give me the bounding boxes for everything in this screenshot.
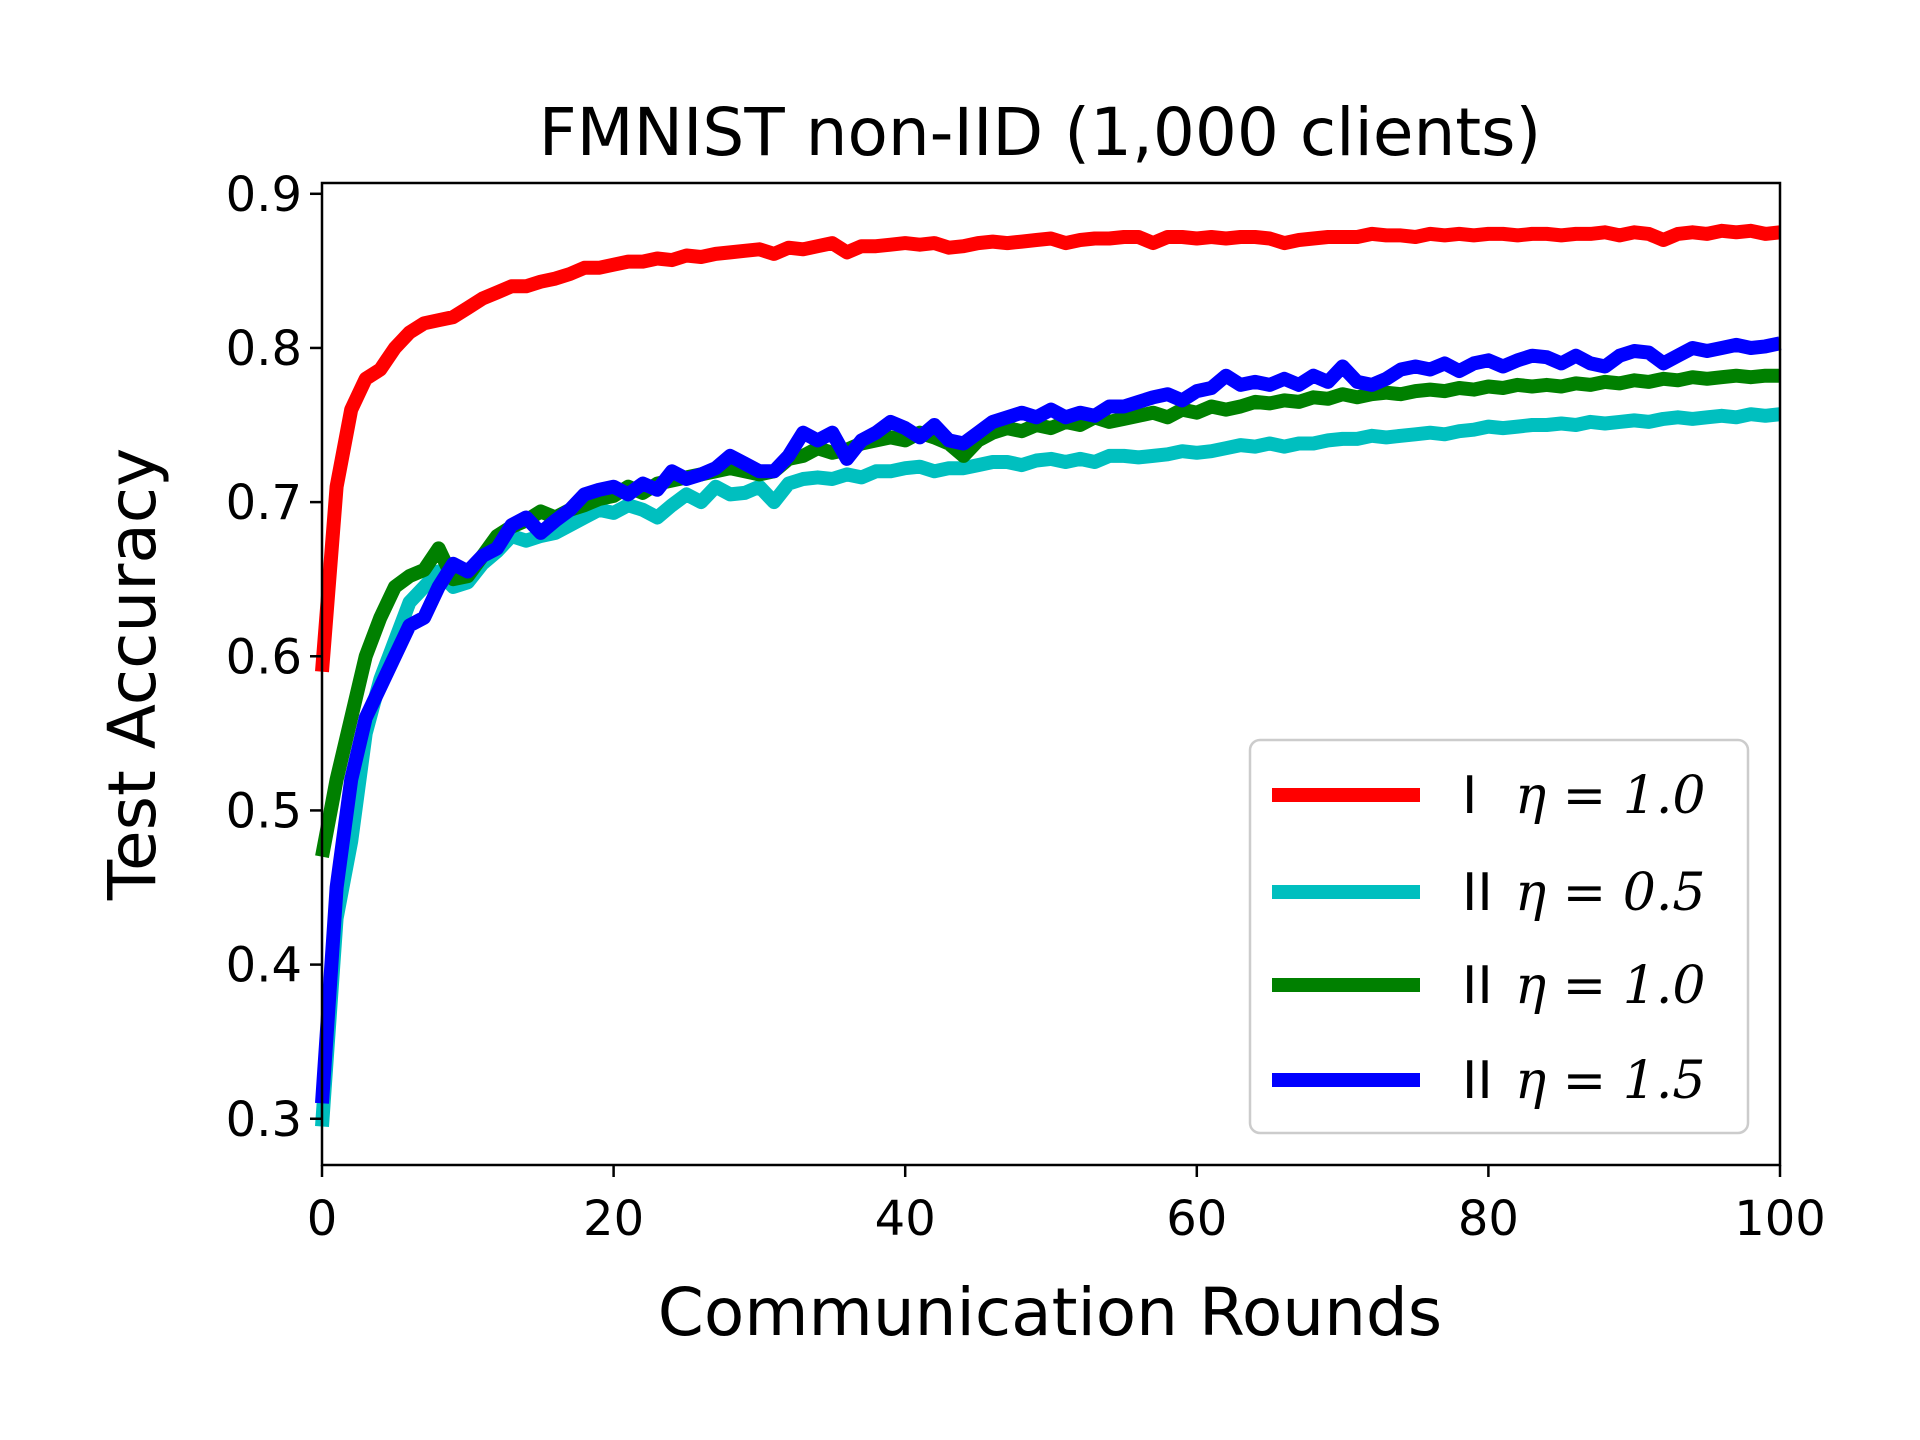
legend-label-prefix: II: [1462, 956, 1493, 1016]
x-tick-label: 0: [307, 1191, 338, 1247]
legend-label-prefix: II: [1462, 863, 1493, 923]
x-tick-label: 20: [583, 1191, 644, 1247]
x-axis-ticks: 0 20 40 60 80 100: [307, 1165, 1826, 1247]
x-axis-label: Communication Rounds: [658, 1274, 1442, 1351]
series-layer: [315, 223, 1782, 1127]
x-tick-label: 60: [1166, 1191, 1227, 1247]
legend-label-prefix: II: [1462, 1051, 1493, 1111]
plot-frame: [320, 181, 1782, 1167]
chart-title: FMNIST non-IID (1,000 clients): [539, 94, 1542, 171]
y-axis-label: Test Accuracy: [94, 448, 171, 901]
y-tick-label: 0.6: [226, 629, 302, 685]
series-line-0: [315, 223, 1781, 673]
y-tick-label: 0.9: [226, 167, 302, 223]
legend-box: [1248, 738, 1750, 1135]
series-line-1: [315, 407, 1781, 1127]
x-tick-label: 80: [1458, 1191, 1519, 1247]
legend-label-eta: η = 1.0: [1515, 956, 1705, 1016]
series-line-3: [315, 336, 1782, 1104]
y-tick-label: 0.8: [226, 321, 302, 377]
legend-label-eta: η = 1.0: [1515, 766, 1705, 826]
legend-label-prefix: I: [1462, 766, 1477, 826]
x-tick-label: 100: [1734, 1191, 1826, 1247]
legend-label-eta: η = 0.5: [1515, 863, 1705, 923]
y-tick-label: 0.3: [226, 1092, 302, 1148]
legend-label-eta: η = 1.5: [1515, 1051, 1705, 1111]
x-tick-label: 40: [875, 1191, 936, 1247]
y-axis-ticks: 0.3 0.4 0.5 0.6 0.7 0.8 0.9: [226, 167, 322, 1148]
y-tick-label: 0.4: [226, 938, 302, 994]
y-tick-label: 0.5: [226, 783, 302, 839]
y-tick-label: 0.7: [226, 475, 302, 531]
